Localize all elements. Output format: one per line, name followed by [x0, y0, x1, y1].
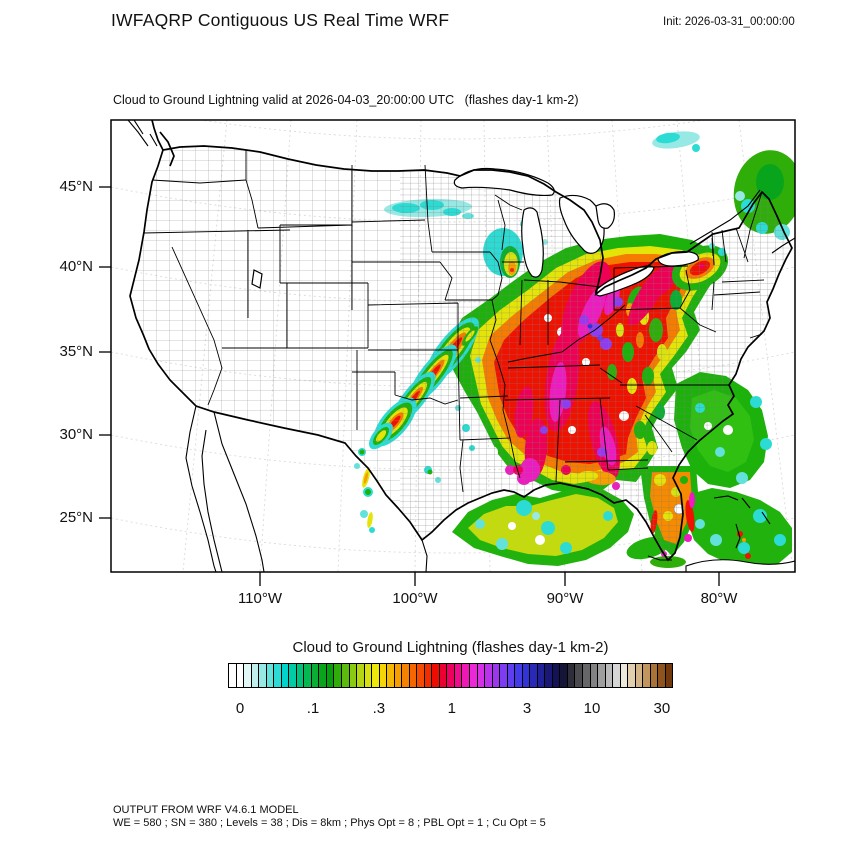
colorbar-tick-label: 10 — [583, 700, 601, 717]
colorbar-cell — [650, 664, 659, 687]
colorbar-cell — [409, 664, 418, 687]
colorbar-cell — [658, 664, 666, 687]
colorbar-cell — [379, 664, 388, 687]
colorbar-cell — [575, 664, 583, 687]
colorbar-cell — [372, 664, 380, 687]
colorbar-cell — [470, 664, 478, 687]
footer-config-line: WE = 580 ; SN = 380 ; Levels = 38 ; Dis … — [113, 817, 546, 829]
colorbar-cell — [492, 664, 501, 687]
lon-tick-110W: 110°W — [237, 590, 283, 607]
lon-tick-80W: 80°W — [700, 590, 738, 607]
colorbar-cell — [236, 664, 245, 687]
colorbar-cell — [545, 664, 553, 687]
lat-tick-40N: 40°N — [59, 258, 93, 275]
colorbar-cell — [439, 664, 448, 687]
colorbar-cell — [454, 664, 463, 687]
colorbar-cell — [462, 664, 470, 687]
lon-tick-100W: 100°W — [392, 590, 438, 607]
map-canvas — [99, 119, 796, 586]
colorbar-cell — [507, 664, 516, 687]
colorbar-cell — [274, 664, 282, 687]
colorbar-cell — [665, 664, 673, 687]
colorbar — [228, 663, 673, 688]
colorbar-cell — [357, 664, 365, 687]
colorbar-cell — [628, 664, 636, 687]
lat-tick-25N: 25°N — [59, 509, 93, 526]
init-timestamp: Init: 2026-03-31_00:00:00 — [663, 16, 795, 28]
colorbar-cell — [304, 664, 312, 687]
colorbar-cell — [251, 664, 260, 687]
colorbar-cell — [447, 664, 455, 687]
colorbar-cell — [537, 664, 546, 687]
colorbar-tick-label: 30 — [653, 700, 671, 717]
lat-tick-35N: 35°N — [59, 343, 93, 360]
colorbar-cell — [417, 664, 425, 687]
page-title: IWFAQRP Contiguous US Real Time WRF — [111, 10, 450, 30]
lon-tick-90W: 90°W — [546, 590, 584, 607]
colorbar-cell — [394, 664, 403, 687]
lat-tick-30N: 30°N — [59, 426, 93, 443]
colorbar-cell — [598, 664, 606, 687]
colorbar-cell — [229, 664, 237, 687]
map-frame — [110, 119, 796, 573]
colorbar-cell — [552, 664, 561, 687]
colorbar-cell — [281, 664, 290, 687]
foreign-coastlines — [127, 120, 795, 572]
state-boundaries — [143, 150, 765, 493]
colorbar-cell — [402, 664, 410, 687]
colorbar-cell — [530, 664, 538, 687]
colorbar-tick-label: 3 — [522, 700, 532, 717]
colorbar-cell — [432, 664, 440, 687]
colorbar-cell — [349, 664, 358, 687]
colorbar-cell — [613, 664, 621, 687]
colorbar-cell — [515, 664, 523, 687]
colorbar-cell — [296, 664, 305, 687]
us-outline — [129, 120, 793, 562]
colorbar-cell — [635, 664, 644, 687]
colorbar-cell — [319, 664, 327, 687]
colorbar-cell — [424, 664, 433, 687]
map-subtitle: Cloud to Ground Lightning valid at 2026-… — [113, 93, 579, 107]
colorbar-cell — [387, 664, 395, 687]
colorbar-cell — [244, 664, 252, 687]
colorbar-cell — [334, 664, 342, 687]
colorbar-tick-label: 1 — [447, 700, 456, 717]
colorbar-cell — [259, 664, 267, 687]
colorbar-cell — [560, 664, 568, 687]
colorbar-cell — [567, 664, 576, 687]
colorbar-cell — [266, 664, 275, 687]
colorbar-cell — [500, 664, 508, 687]
colorbar-tick-label: 0 — [235, 700, 245, 717]
colorbar-labels: 0 .1 .3 1 3 10 30 — [228, 700, 673, 720]
axis-ticks — [99, 186, 720, 586]
lat-tick-45N: 45°N — [59, 178, 93, 195]
colorbar-cell — [582, 664, 591, 687]
colorbar-cell — [289, 664, 297, 687]
colorbar-cell — [605, 664, 614, 687]
colorbar-cell — [326, 664, 335, 687]
colorbar-cell — [643, 664, 651, 687]
colorbar-tick-label: .3 — [372, 700, 386, 717]
colorbar-tick-label: .1 — [306, 700, 320, 717]
colorbar-cell — [311, 664, 320, 687]
colorbar-cell — [590, 664, 599, 687]
great-lakes — [251, 167, 699, 297]
colorbar-cell — [341, 664, 350, 687]
colorbar-cell — [522, 664, 531, 687]
footer-model-line: OUTPUT FROM WRF V4.6.1 MODEL — [113, 804, 299, 816]
colorbar-cell — [477, 664, 486, 687]
colorbar-title: Cloud to Ground Lightning (flashes day-1… — [292, 639, 609, 656]
colorbar-cell — [620, 664, 629, 687]
colorbar-cell — [485, 664, 493, 687]
colorbar-cell — [364, 664, 373, 687]
